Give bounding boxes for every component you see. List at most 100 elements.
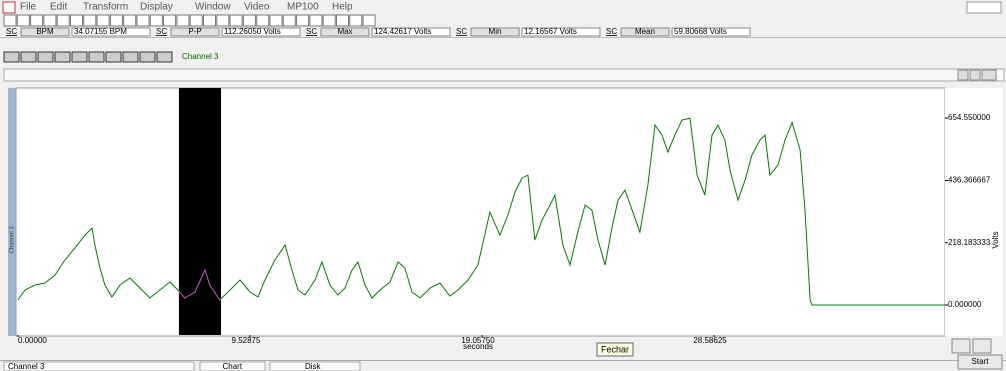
toolbar-button[interactable] [30,14,44,27]
tool-button[interactable] [122,51,139,63]
measure-value: 59.80668 Volts [674,27,727,36]
measure-value: 124.42617 Volts [374,27,431,36]
menu-item[interactable]: Video [244,2,270,13]
tooltip-text: Fechar [601,344,629,354]
status-tab[interactable] [269,361,361,371]
cursor-tool[interactable] [951,338,971,354]
measure-channel: SC [6,27,17,36]
y-axis-label: Volts [991,231,1000,248]
measure-button[interactable] [620,27,670,37]
toolbar-button[interactable] [203,14,216,27]
status-tab-label: Channel 3 [8,362,45,371]
menu-item[interactable]: Edit [50,2,67,13]
channel-strip [8,88,16,336]
measure-button[interactable] [320,27,370,37]
menu-item[interactable]: File [20,2,37,13]
tool-button[interactable] [20,51,37,63]
tool-button[interactable] [3,51,20,63]
toolbar-button[interactable] [83,14,97,27]
tool-button[interactable] [71,51,88,63]
measure-box [221,27,301,37]
channel-bar [3,68,1005,82]
y-tick-label: 436.366667 [948,176,991,185]
measure-box [671,27,751,37]
measure-box [521,27,601,37]
toolbar-button[interactable] [362,14,376,27]
help-button[interactable] [981,69,997,81]
tooltip [596,342,634,357]
toolbar-button[interactable] [282,14,296,27]
toolbar-button[interactable] [296,14,310,27]
toolbar-button[interactable] [149,14,163,27]
measure-button[interactable] [170,27,220,37]
button[interactable] [969,69,981,81]
toolbar-button[interactable] [136,14,150,27]
toolbar-button[interactable] [43,14,57,27]
toolbar-button[interactable] [163,14,177,27]
measure-name: Max [337,27,352,36]
button[interactable] [957,69,969,81]
toolbar-button[interactable] [70,14,83,27]
x-tick-label: 19.05750 [461,336,495,345]
menu-item[interactable]: Help [332,2,353,13]
tool-button[interactable] [105,51,122,63]
toolbar-button[interactable] [3,14,17,27]
toolbar-button[interactable] [322,14,336,27]
x-axis-label: seconds [463,342,493,351]
status-tab-label: Disk [305,362,322,371]
tool-button[interactable] [139,51,156,63]
toolbar-button[interactable] [309,14,323,27]
status-tab-label: Chart [223,362,243,371]
measure-value: 34.07155 BPM [74,27,127,36]
measure-box [71,27,151,37]
toolbar-button[interactable] [216,14,230,27]
toolbar-button[interactable] [189,14,203,27]
plot-area [15,87,946,337]
toolbar-button[interactable] [256,14,270,27]
measure-box [371,27,451,37]
menu-item[interactable]: Transform [83,2,128,13]
start-label: Start [972,357,990,366]
toolbar-button[interactable] [16,14,30,27]
tool-button[interactable] [88,51,105,63]
y-tick-label: 654.550000 [948,113,991,122]
start-button[interactable] [957,354,1003,370]
x-tick-label: 9.52875 [232,336,261,345]
status-tab[interactable] [199,361,266,371]
status-tab[interactable] [3,361,195,371]
toolbar-button[interactable] [349,14,363,27]
menu-item[interactable]: Window [195,2,231,13]
measure-name: Mean [635,27,655,36]
toolbar-button[interactable] [336,14,349,27]
toolbar-button[interactable] [109,14,123,27]
tool-button[interactable] [156,51,173,63]
measure-button[interactable] [20,27,70,37]
toolbar-button[interactable] [269,14,283,27]
measure-name: BPM [36,27,54,36]
toolbar-button[interactable] [123,14,137,27]
toolbar-button[interactable] [229,14,243,27]
measure-button[interactable] [470,27,520,37]
toolbar-button[interactable] [242,14,256,27]
toolbar-button[interactable] [96,14,110,27]
toolbar-button[interactable] [56,14,70,27]
tool-button[interactable] [54,51,71,63]
trace [17,117,945,306]
y-tick-label: 0.000000 [948,300,982,309]
window-buttons[interactable] [966,1,1002,14]
menu-item[interactable]: MP100 [287,2,319,13]
measure-channel: SC [306,27,317,36]
measure-channel: SC [156,27,167,36]
measure-channel: SC [456,27,467,36]
x-tick-label: 28.58625 [693,336,727,345]
measure-value: 12.16567 Volts [524,27,577,36]
toolbar-button[interactable] [176,14,190,27]
menu-item[interactable]: Display [140,2,173,13]
tool-button[interactable] [37,51,54,63]
x-tick-label: 0.00000 [18,336,47,345]
text-tool[interactable] [972,338,992,354]
channel-title: Channel 3 [182,52,219,61]
app-icon [2,1,16,14]
measure-name: P-P [188,27,201,36]
